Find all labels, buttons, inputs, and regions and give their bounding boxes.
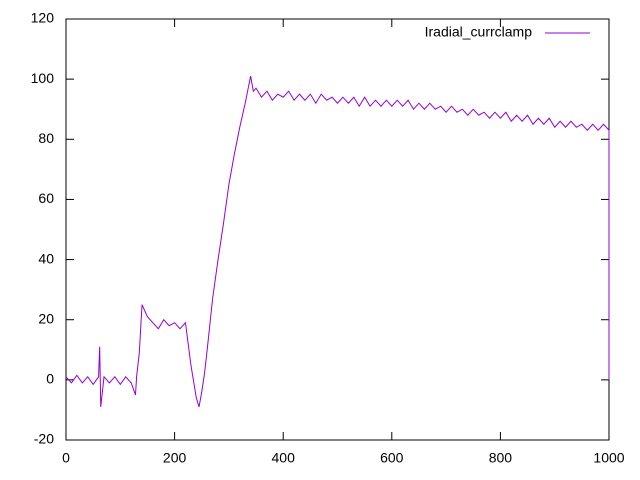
- y-tick-label: 60: [38, 190, 54, 206]
- x-tick-label: 0: [62, 450, 70, 466]
- y-tick-label: 80: [38, 130, 54, 146]
- y-tick-label: 40: [38, 250, 54, 266]
- y-tick-label: 100: [31, 70, 55, 86]
- x-tick-label: 800: [489, 450, 513, 466]
- y-tick-label: -20: [34, 431, 54, 447]
- y-tick-label: 120: [31, 10, 55, 26]
- y-tick-label: 20: [38, 310, 54, 326]
- data-line: [65, 76, 610, 408]
- x-tick-label: 400: [272, 450, 296, 466]
- x-tick-label: 600: [380, 450, 404, 466]
- x-tick-label: 200: [163, 450, 187, 466]
- legend-label: Iradial_currclamp: [425, 24, 533, 40]
- y-tick-label: 0: [46, 371, 54, 387]
- x-tick-label: 1000: [593, 450, 624, 466]
